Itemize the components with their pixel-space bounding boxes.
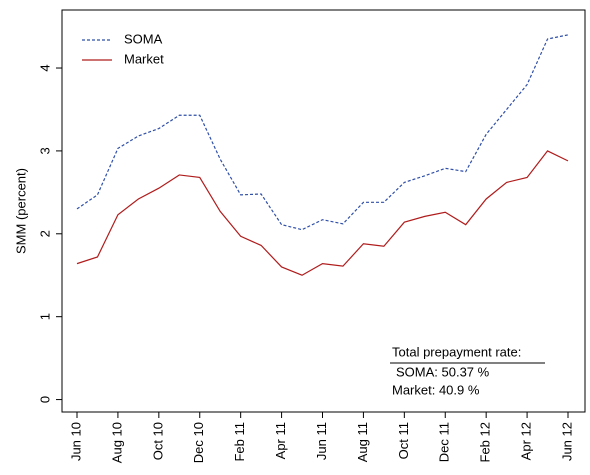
x-tick-label: Jun 11 [314,422,329,460]
plot-frame [61,9,586,413]
y-tick-label: 2 [37,230,52,237]
series-line [76,150,569,276]
x-tick-label: Apr 12 [519,422,534,460]
x-tick-label: Dec 10 [191,422,206,463]
annotation-title: Total prepayment rate: [392,344,521,359]
x-tick-label: Oct 10 [150,422,165,460]
x-tick-label: Dec 11 [437,422,452,462]
annotation-line: SOMA: 50.37 % [396,364,490,379]
x-tick-label: Feb 11 [232,422,247,462]
x-tick-label: Feb 12 [478,422,493,462]
x-tick-label: Jun 10 [68,422,83,461]
x-tick-label: Aug 11 [355,422,370,462]
x-tick-label: Aug 10 [109,422,124,463]
x-tick-label: Oct 11 [396,422,411,459]
series-line [76,34,569,231]
annotation-line: Market: 40.9 % [392,382,480,397]
y-tick-label: 4 [37,64,52,71]
x-tick-label: Apr 11 [273,422,288,459]
y-tick-label: 3 [37,147,52,154]
legend-label: Market [124,51,164,66]
y-tick-label: 0 [37,396,52,403]
y-axis-label: SMM (percent) [13,168,28,254]
legend-label: SOMA [124,31,163,46]
y-tick-label: 1 [37,313,52,320]
x-tick-label: Jun 12 [559,422,574,461]
